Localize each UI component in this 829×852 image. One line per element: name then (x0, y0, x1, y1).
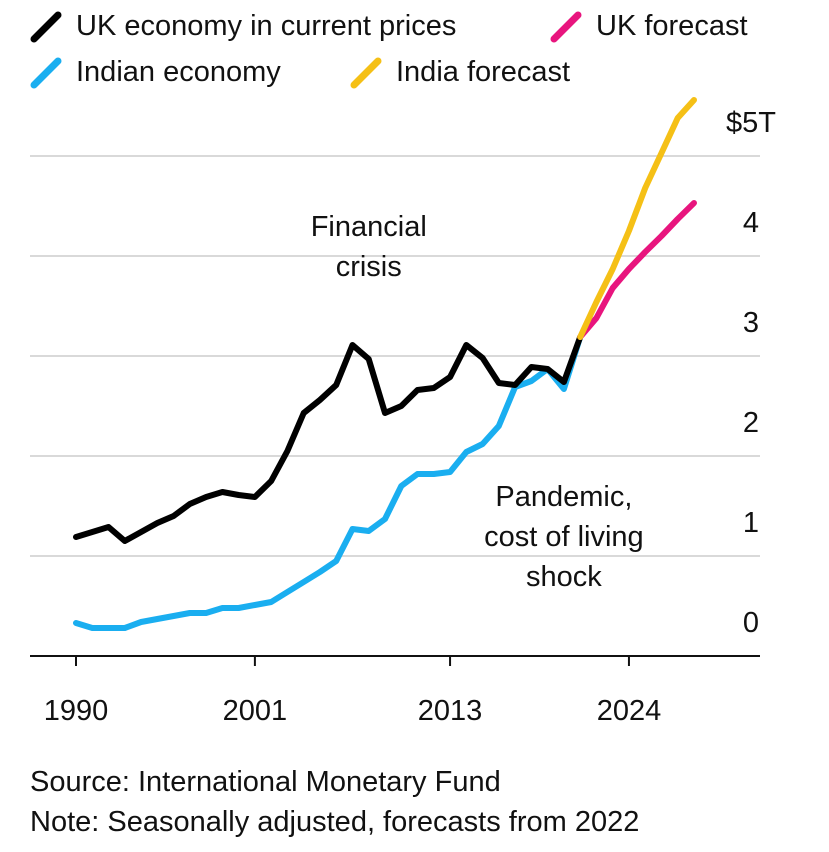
y-tick-label-1: 1 (743, 507, 759, 539)
x-tick-labels: 1990 2001 2013 2024 (44, 695, 661, 727)
x-axis (30, 655, 760, 666)
legend-swatch-india (30, 57, 62, 88)
x-tick-label-2024: 2024 (597, 695, 662, 727)
annotation-0: Financial crisis (311, 211, 427, 283)
x-tick-label-2001: 2001 (223, 695, 288, 727)
annotation-1-line-1: cost of living (484, 521, 644, 553)
footnote: Note: Seasonally adjusted, forecasts fro… (30, 806, 640, 838)
annotation-0-line-1: crisis (336, 251, 402, 283)
series-line-uk-forecast (577, 200, 697, 340)
legend-item-uk: UK economy in current prices (30, 10, 456, 43)
series-lines (73, 97, 697, 631)
legend-swatch-uk-forecast (550, 11, 582, 42)
x-tick-label-1990: 1990 (44, 695, 109, 727)
annotation-1-line-2: shock (526, 561, 602, 593)
annotation-1: Pandemic, cost of living shock (484, 481, 644, 593)
legend-label-uk-forecast: UK forecast (596, 10, 748, 42)
legend-swatch-uk (30, 11, 62, 42)
annotation-0-line-0: Financial (311, 211, 427, 243)
source-note: Source: International Monetary Fund (30, 766, 501, 798)
annotations: Financial crisis Pandemic, cost of living sh… (311, 211, 644, 593)
legend-item-india: Indian economy (30, 56, 281, 89)
legend-swatch-india-forecast (350, 57, 382, 88)
legend-item-india-forecast: India forecast (350, 56, 570, 89)
y-tick-label-4: 4 (743, 207, 759, 239)
y-tick-label-5: $5T (726, 107, 776, 139)
annotation-1-line-0: Pandemic, (495, 481, 632, 513)
series-line-indian-economy (73, 334, 584, 631)
y-tick-label-2: 2 (743, 407, 759, 439)
y-tick-label-3: 3 (743, 307, 759, 339)
legend-item-uk-forecast: UK forecast (550, 10, 748, 43)
legend-label-india: Indian economy (76, 56, 281, 88)
legend-label-india-forecast: India forecast (396, 56, 571, 88)
y-tick-labels: 0 1 2 3 4 $5T (726, 107, 776, 639)
legend-label-uk: UK economy in current prices (76, 10, 457, 42)
footer: Source: International Monetary Fund Note… (30, 762, 639, 842)
x-tick-label-2013: 2013 (418, 695, 483, 727)
series-line-india-forecast (577, 97, 697, 340)
series-line-uk-economy-in-current-prices (73, 334, 584, 544)
y-tick-label-0: 0 (743, 607, 759, 639)
